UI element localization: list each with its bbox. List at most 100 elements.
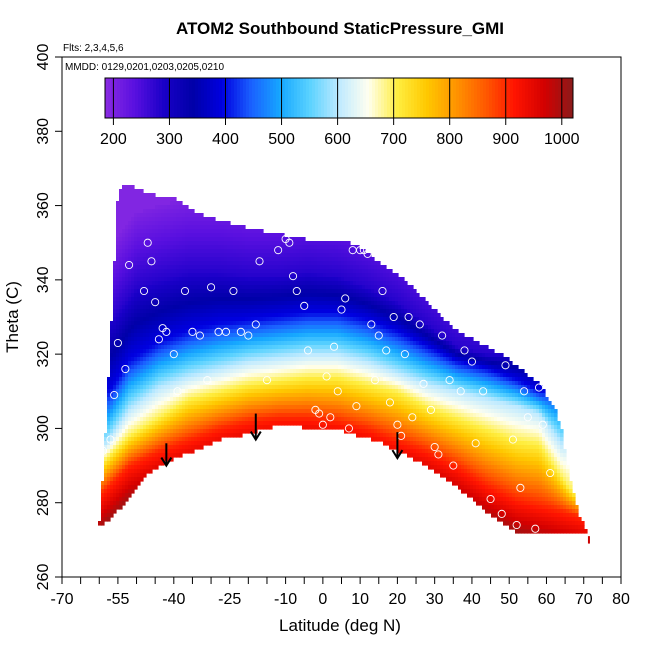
- field-cell: [284, 305, 288, 310]
- field-cell: [227, 357, 231, 362]
- field-cell: [338, 277, 342, 282]
- field-cell: [218, 417, 222, 422]
- field-cell: [215, 425, 219, 430]
- field-cell: [203, 433, 207, 438]
- field-cell: [242, 409, 246, 414]
- field-cell: [161, 253, 165, 258]
- field-cell: [128, 273, 132, 278]
- field-cell: [302, 261, 306, 266]
- field-cell: [179, 357, 183, 362]
- field-cell: [224, 237, 228, 242]
- field-cell: [227, 373, 231, 378]
- field-cell: [305, 425, 309, 430]
- field-cell: [299, 389, 303, 394]
- field-cell: [179, 429, 183, 434]
- field-cell: [119, 213, 123, 218]
- field-cell: [305, 261, 309, 266]
- field-cell: [260, 389, 264, 394]
- field-cell: [122, 253, 126, 258]
- field-cell: [260, 425, 264, 430]
- field-cell: [332, 425, 336, 430]
- field-cell: [116, 329, 120, 334]
- field-cell: [146, 337, 150, 342]
- field-cell: [293, 353, 297, 358]
- field-cell: [302, 309, 306, 314]
- field-cell: [206, 353, 210, 358]
- field-cell: [161, 429, 165, 434]
- field-cell: [239, 245, 243, 250]
- field-cell: [335, 297, 339, 302]
- field-cell: [113, 353, 117, 358]
- field-cell: [350, 245, 354, 250]
- field-cell: [161, 401, 165, 406]
- field-cell: [284, 325, 288, 330]
- field-cell: [215, 289, 219, 294]
- field-cell: [278, 325, 282, 330]
- field-cell: [335, 273, 339, 278]
- field-cell: [245, 265, 249, 270]
- field-cell: [137, 457, 141, 462]
- field-cell: [254, 397, 258, 402]
- field-cell: [311, 301, 315, 306]
- field-cell: [167, 325, 171, 330]
- field-cell: [149, 297, 153, 302]
- field-cell: [218, 249, 222, 254]
- field-cell: [356, 341, 360, 346]
- field-cell: [263, 425, 267, 430]
- field-cell: [170, 405, 174, 410]
- field-cell: [236, 429, 240, 434]
- field-cell: [254, 317, 258, 322]
- field-cell: [362, 329, 366, 334]
- field-cell: [140, 413, 144, 418]
- field-cell: [203, 405, 207, 410]
- field-cell: [149, 309, 153, 314]
- field-cell: [116, 285, 120, 290]
- field-cell: [116, 505, 120, 510]
- field-cell: [155, 389, 159, 394]
- field-cell: [257, 425, 261, 430]
- field-cell: [191, 437, 195, 442]
- field-cell: [260, 385, 264, 390]
- field-cell: [293, 401, 297, 406]
- field-cell: [245, 229, 249, 234]
- field-cell: [155, 381, 159, 386]
- field-cell: [122, 405, 126, 410]
- field-cell: [335, 349, 339, 354]
- field-cell: [257, 321, 261, 326]
- field-cell: [257, 393, 261, 398]
- field-cell: [191, 297, 195, 302]
- field-cell: [215, 337, 219, 342]
- field-cell: [146, 333, 150, 338]
- field-cell: [260, 233, 264, 238]
- field-cell: [281, 401, 285, 406]
- field-cell: [323, 373, 327, 378]
- field-cell: [359, 413, 363, 418]
- field-cell: [212, 381, 216, 386]
- field-cell: [353, 409, 357, 414]
- field-cell: [290, 317, 294, 322]
- field-cell: [140, 201, 144, 206]
- field-cell: [230, 225, 234, 230]
- field-cell: [287, 273, 291, 278]
- field-cell: [305, 321, 309, 326]
- field-cell: [311, 277, 315, 282]
- field-cell: [149, 249, 153, 254]
- field-cell: [122, 189, 126, 194]
- field-cell: [329, 277, 333, 282]
- field-cell: [293, 381, 297, 386]
- field-cell: [341, 425, 345, 430]
- field-cell: [173, 433, 177, 438]
- field-cell: [212, 249, 216, 254]
- field-cell: [155, 357, 159, 362]
- field-cell: [152, 369, 156, 374]
- field-cell: [158, 457, 162, 462]
- field-cell: [332, 333, 336, 338]
- field-cell: [122, 225, 126, 230]
- field-cell: [266, 289, 270, 294]
- field-cell: [239, 433, 243, 438]
- field-cell: [173, 269, 177, 274]
- field-cell: [281, 405, 285, 410]
- field-cell: [215, 249, 219, 254]
- field-cell: [230, 369, 234, 374]
- field-cell: [110, 509, 114, 514]
